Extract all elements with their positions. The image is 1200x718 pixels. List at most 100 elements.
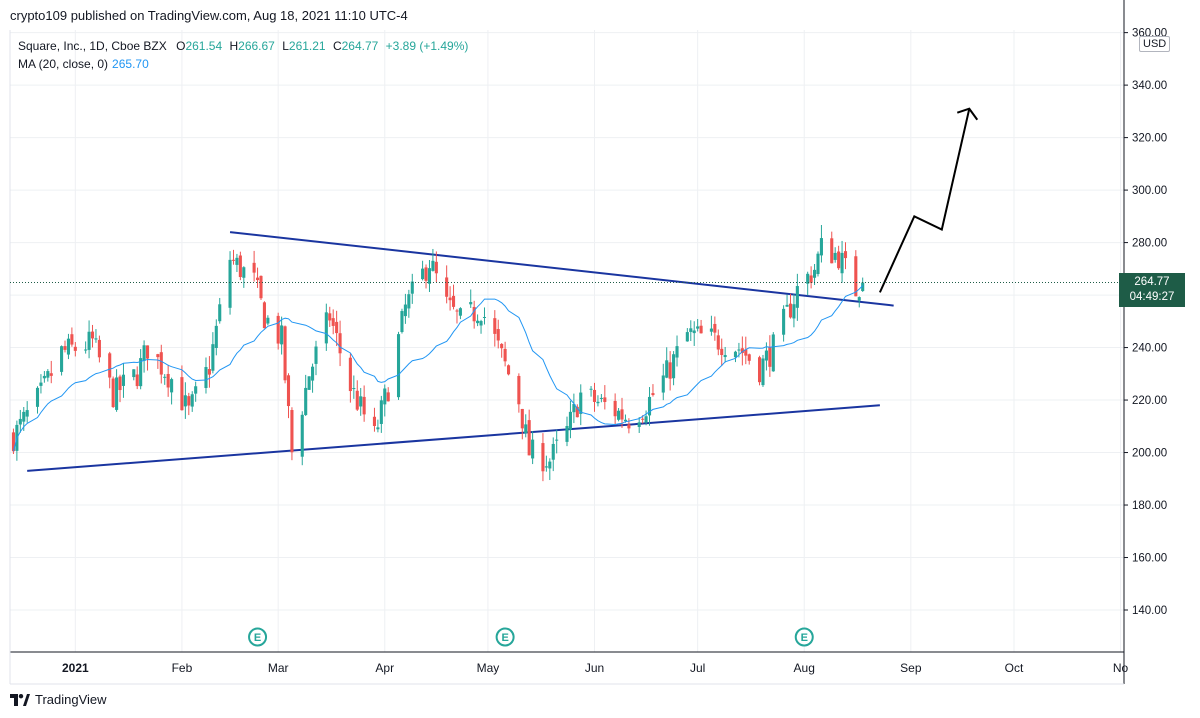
candle-body [170, 379, 174, 393]
candle [644, 410, 648, 426]
arrow-path [878, 108, 971, 293]
candle [568, 400, 572, 439]
candle-body [716, 335, 720, 350]
earnings-marker[interactable]: E [248, 627, 268, 647]
candle-body [541, 443, 545, 472]
tradingview-brand[interactable]: TradingView [10, 692, 107, 707]
candle [788, 293, 793, 319]
candle-body [190, 394, 194, 407]
candle-body [355, 390, 359, 410]
candle [720, 338, 724, 367]
close-value: 264.77 [341, 39, 379, 53]
candle [761, 354, 765, 387]
candle-body [66, 338, 70, 355]
x-tick-label: Jul [690, 661, 705, 675]
y-tick-label: 160.00 [1132, 553, 1167, 565]
candle-body [544, 466, 548, 468]
candle [768, 335, 772, 377]
candle-body [421, 268, 425, 280]
candle-body [503, 348, 507, 362]
axes [9, 0, 1128, 685]
candle [372, 407, 377, 432]
candle-body [214, 325, 218, 349]
candle [709, 315, 713, 336]
candle-body [63, 346, 67, 350]
x-tick-label: Jun [585, 661, 604, 675]
y-tick-label: 280.00 [1132, 238, 1167, 250]
candle [49, 360, 53, 384]
candle [448, 286, 452, 311]
candle [699, 319, 703, 334]
candle [142, 340, 146, 373]
candle-body [207, 369, 211, 375]
candle [527, 409, 531, 456]
arrow-head [956, 107, 979, 121]
candle [115, 369, 119, 412]
candle-body [73, 346, 77, 351]
candle-body [352, 388, 356, 390]
candle [90, 324, 95, 348]
candle-body [819, 238, 823, 256]
candle-body [809, 275, 813, 283]
candle-body [857, 297, 861, 301]
earnings-marker[interactable]: E [794, 627, 814, 647]
candle-body [228, 259, 232, 308]
currency-label[interactable]: USD [1139, 36, 1171, 52]
candle-body [661, 375, 665, 393]
candle [132, 369, 136, 381]
candle-body [362, 396, 366, 415]
candle-body [795, 286, 799, 308]
candle [84, 341, 88, 354]
ma-label[interactable]: MA (20, close, 0) [18, 57, 109, 71]
candle [503, 341, 507, 367]
last-price-value: 264.77 [1134, 276, 1170, 288]
candle [617, 408, 621, 422]
candle-body [744, 349, 748, 356]
candle [359, 387, 363, 416]
candle [410, 273, 414, 304]
candle [451, 284, 456, 310]
candle-body [49, 373, 53, 376]
candle [190, 391, 194, 412]
candle [744, 336, 748, 365]
candle-body [445, 277, 449, 297]
candle [469, 289, 473, 308]
earnings-circle [495, 627, 515, 647]
candle [276, 312, 280, 350]
candle-body [854, 256, 858, 297]
candle-body [699, 325, 703, 334]
candle [170, 377, 174, 405]
candle [843, 242, 848, 270]
candle-body [565, 426, 569, 442]
candle-body [713, 323, 717, 333]
earnings-marker[interactable]: E [495, 627, 515, 647]
candle-body [39, 382, 43, 386]
candle [286, 373, 291, 419]
candle [42, 371, 46, 383]
candle [813, 263, 817, 286]
candle-body [472, 306, 476, 322]
candle [35, 386, 40, 414]
candle-body [733, 351, 738, 358]
candle [311, 363, 315, 393]
symbol-title[interactable]: Square, Inc., 1D, Cboe BZX [18, 39, 167, 53]
candles[interactable] [11, 225, 865, 482]
candle [592, 382, 597, 412]
candle-body [476, 320, 480, 324]
candle [685, 328, 689, 342]
candle [70, 327, 74, 347]
candle-body [623, 419, 627, 422]
candle [531, 431, 535, 465]
x-tick-label: Aug [794, 661, 815, 675]
candle-body [396, 334, 401, 398]
candle [785, 294, 789, 307]
x-tick-label: 2021 [62, 661, 89, 675]
candle-body [280, 325, 284, 345]
candle-body [145, 345, 150, 359]
candle [740, 336, 744, 366]
candle-body [589, 388, 593, 390]
x-tick-label: Sep [900, 661, 922, 675]
